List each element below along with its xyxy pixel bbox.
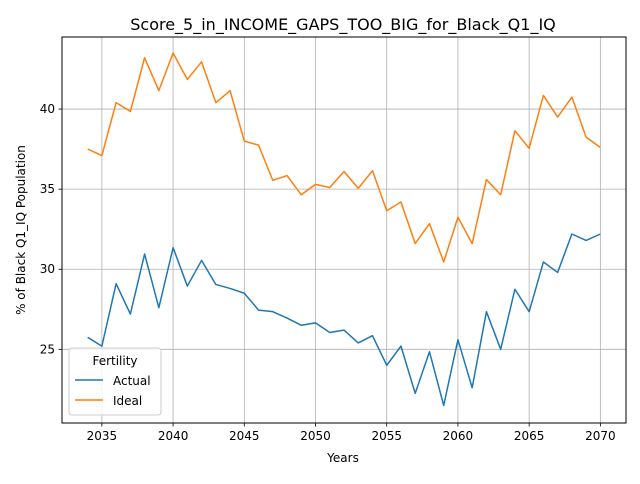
- x-tick-label: 2055: [371, 429, 402, 443]
- legend-label: Actual: [113, 374, 151, 388]
- grid-lines: [62, 37, 626, 423]
- legend-label: Ideal: [113, 394, 142, 408]
- y-tick-label: 35: [40, 182, 55, 196]
- y-axis-label: % of Black Q1_IQ Population: [14, 145, 28, 315]
- legend: Fertility Actual Ideal: [68, 347, 162, 416]
- y-tick-label: 30: [40, 262, 55, 276]
- x-tick-label: 2045: [229, 429, 260, 443]
- x-axis-label: Years: [326, 451, 359, 465]
- x-tick-label: 2040: [158, 429, 189, 443]
- x-tick-label: 2070: [585, 429, 616, 443]
- y-tick-label: 40: [40, 102, 55, 116]
- series-line-actual: [87, 233, 601, 407]
- chart-title: Score_5_in_INCOME_GAPS_TOO_BIG_for_Black…: [130, 15, 556, 35]
- series-lines: [87, 52, 601, 407]
- series-line-ideal: [87, 52, 601, 263]
- x-tick-label: 2065: [514, 429, 545, 443]
- plot-frame: [61, 36, 627, 424]
- legend-box: [68, 347, 162, 416]
- y-tick-label: 25: [40, 342, 55, 356]
- x-tick-label: 2035: [87, 429, 118, 443]
- x-tick-label: 2060: [443, 429, 474, 443]
- axis-ticks: 2035 2040 2045 2050 2055 2060 2065 2070 25 30 35 40: [40, 102, 616, 443]
- legend-title: Fertility: [92, 354, 137, 368]
- x-tick-label: 2050: [300, 429, 331, 443]
